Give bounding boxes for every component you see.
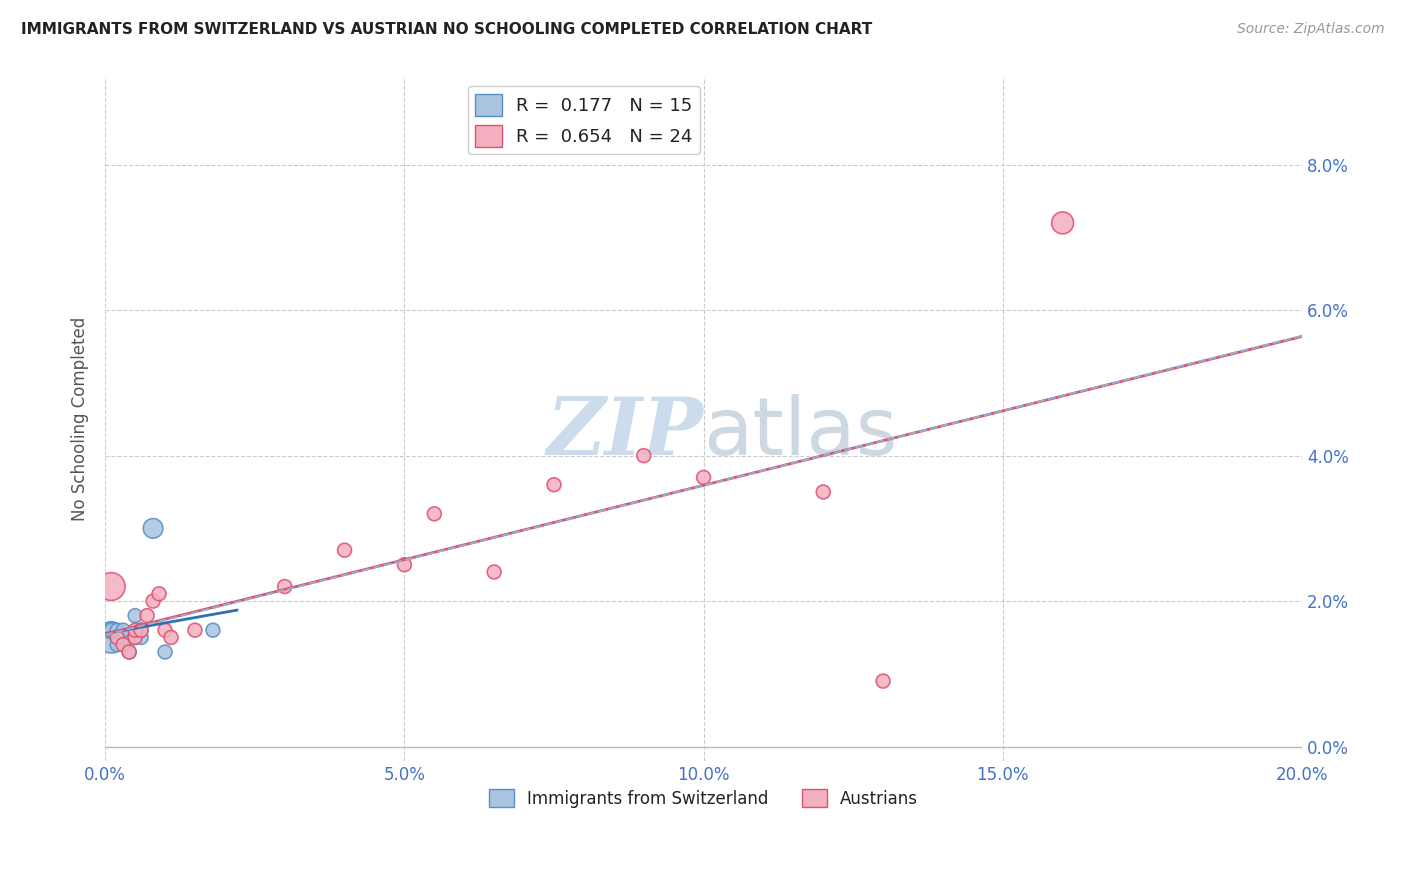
Point <box>100 623 122 637</box>
Point <box>124 608 146 623</box>
Point <box>160 631 183 645</box>
Point <box>100 623 122 637</box>
Text: IMMIGRANTS FROM SWITZERLAND VS AUSTRIAN NO SCHOOLING COMPLETED CORRELATION CHART: IMMIGRANTS FROM SWITZERLAND VS AUSTRIAN … <box>21 22 872 37</box>
Point <box>333 543 356 558</box>
Point <box>153 623 176 637</box>
Text: Source: ZipAtlas.com: Source: ZipAtlas.com <box>1237 22 1385 37</box>
Point <box>105 623 128 637</box>
Point <box>633 449 655 463</box>
Point <box>1052 216 1074 230</box>
Point <box>274 580 297 594</box>
Point <box>813 485 835 500</box>
Point <box>184 623 207 637</box>
Legend: Immigrants from Switzerland, Austrians: Immigrants from Switzerland, Austrians <box>482 783 925 814</box>
Point <box>129 623 152 637</box>
Point <box>129 623 152 637</box>
Point <box>142 594 165 608</box>
Point <box>201 623 224 637</box>
Point <box>105 631 128 645</box>
Point <box>148 587 170 601</box>
Point <box>124 631 146 645</box>
Point <box>100 580 122 594</box>
Point <box>112 638 135 652</box>
Point <box>118 645 141 659</box>
Point <box>105 638 128 652</box>
Point <box>153 645 176 659</box>
Point <box>112 631 135 645</box>
Point <box>136 608 159 623</box>
Point <box>124 623 146 637</box>
Point <box>692 470 714 484</box>
Point <box>118 645 141 659</box>
Point <box>112 623 135 637</box>
Point <box>129 631 152 645</box>
Point <box>124 631 146 645</box>
Point <box>142 521 165 535</box>
Point <box>423 507 446 521</box>
Point <box>872 674 894 689</box>
Text: atlas: atlas <box>703 394 898 472</box>
Point <box>394 558 416 572</box>
Point <box>482 565 505 579</box>
Point <box>100 631 122 645</box>
Text: ZIP: ZIP <box>547 394 703 472</box>
Y-axis label: No Schooling Completed: No Schooling Completed <box>72 318 89 522</box>
Point <box>543 477 565 491</box>
